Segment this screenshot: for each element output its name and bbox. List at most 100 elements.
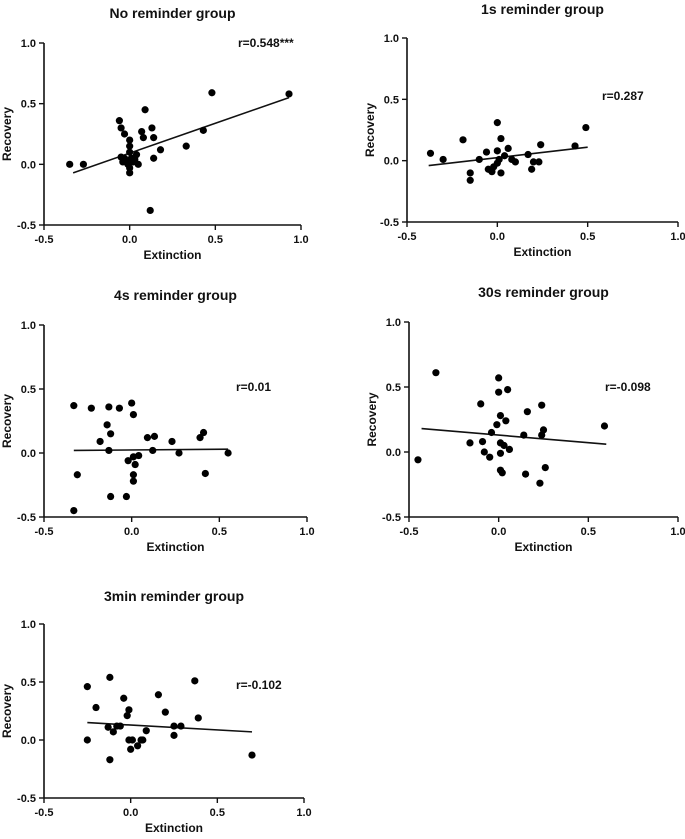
- data-point: [83, 683, 91, 691]
- data-point: [124, 457, 132, 465]
- data-point: [182, 142, 190, 150]
- data-point: [482, 148, 491, 156]
- data-point: [142, 727, 150, 735]
- data-point: [495, 155, 503, 164]
- panel-1s-reminder: 1s reminder group -0.5 0.0 0.5 1.0 -0.5 0.0 0.5…: [363, 1, 685, 259]
- panel-no-reminder: No reminder group -0.5 0.0 0.5 1.0 -0.5 0.0 0.5…: [0, 5, 309, 262]
- data-point: [194, 714, 202, 722]
- data-point: [129, 477, 138, 485]
- data-point: [134, 742, 142, 750]
- data-point: [129, 411, 138, 419]
- x-tick-label: 0.5: [208, 234, 223, 246]
- data-point: [126, 148, 134, 156]
- data-point: [600, 422, 609, 430]
- data-point: [141, 106, 149, 114]
- data-point: [520, 431, 528, 439]
- data-point: [126, 169, 134, 177]
- data-point: [191, 677, 199, 685]
- data-point: [70, 402, 78, 410]
- data-point: [486, 453, 494, 461]
- data-point: [138, 127, 146, 136]
- data-point: [120, 130, 129, 138]
- data-point: [487, 428, 496, 437]
- x-tick-label: -0.5: [400, 526, 419, 538]
- data-point: [135, 451, 143, 460]
- correlation-annotation: r=0.287: [602, 89, 644, 103]
- y-tick-label: -0.5: [17, 793, 36, 805]
- data-point: [199, 428, 208, 437]
- y-axis-label: Recovery: [0, 394, 14, 448]
- data-point: [524, 150, 532, 159]
- data-point: [107, 430, 115, 438]
- chart-title: 1s reminder group: [481, 1, 604, 17]
- data-point: [70, 507, 78, 515]
- data-point: [66, 160, 74, 168]
- data-point: [134, 160, 142, 168]
- data-point: [177, 722, 185, 730]
- data-point: [414, 456, 422, 464]
- data-point: [199, 126, 207, 134]
- x-tick-label: 1.0: [293, 234, 308, 246]
- regression-line: [421, 427, 607, 445]
- y-tick-label: 1.0: [386, 317, 401, 329]
- data-point: [116, 722, 124, 730]
- data-point: [96, 437, 104, 446]
- data-point: [480, 448, 488, 456]
- data-point: [495, 388, 503, 396]
- chart-title: No reminder group: [109, 5, 235, 21]
- x-tick-label: 1.0: [670, 526, 685, 538]
- x-tick-label: 0.5: [581, 526, 596, 538]
- data-point: [466, 439, 474, 447]
- y-tick-label: 1.0: [21, 38, 36, 50]
- y-axis-label: Recovery: [0, 684, 14, 738]
- data-point: [106, 673, 114, 681]
- data-point: [500, 441, 508, 450]
- data-point: [123, 712, 131, 720]
- x-tick-label: 0.0: [123, 807, 138, 819]
- data-point: [535, 158, 543, 166]
- data-point: [92, 703, 100, 712]
- x-axis-label: Extinction: [146, 540, 204, 554]
- data-point: [502, 417, 510, 425]
- data-point: [196, 434, 204, 442]
- data-point: [248, 751, 256, 759]
- regression-line: [428, 146, 588, 167]
- x-tick-label: -0.5: [35, 526, 54, 538]
- data-point: [168, 437, 176, 446]
- data-point: [122, 492, 131, 501]
- data-point: [129, 471, 138, 479]
- y-tick-label: -0.5: [382, 512, 401, 524]
- data-point: [571, 142, 579, 150]
- data-point: [115, 117, 123, 125]
- data-point: [500, 152, 509, 160]
- data-point: [493, 421, 501, 429]
- data-point: [496, 412, 505, 420]
- y-tick-label: -0.5: [17, 220, 36, 232]
- y-tick-label: 0.0: [21, 159, 36, 171]
- data-point: [539, 426, 548, 434]
- data-point: [201, 469, 209, 478]
- y-tick-label: -0.5: [380, 217, 399, 229]
- y-tick-label: -0.5: [17, 512, 36, 524]
- correlation-annotation: r=-0.098: [605, 380, 651, 394]
- data-point: [150, 432, 159, 440]
- data-point: [120, 694, 128, 702]
- data-point: [528, 165, 536, 173]
- data-point: [541, 464, 549, 472]
- data-point: [466, 169, 474, 177]
- data-point: [475, 155, 483, 164]
- data-point: [115, 404, 123, 412]
- chart-title: 4s reminder group: [114, 287, 237, 303]
- data-point: [170, 731, 178, 739]
- data-point: [538, 401, 546, 409]
- data-point: [529, 158, 538, 166]
- data-point: [128, 736, 136, 744]
- data-point: [505, 445, 514, 453]
- data-point: [161, 708, 169, 716]
- data-point: [150, 154, 158, 162]
- panel-3min-reminder: 3min reminder group -0.5 0.0 0.5 1.0 -0.5 0.0 0…: [0, 588, 312, 835]
- data-point: [87, 404, 95, 412]
- y-tick-label: 1.0: [21, 320, 36, 332]
- data-point: [149, 446, 157, 455]
- correlation-annotation: r=0.548***: [238, 36, 294, 50]
